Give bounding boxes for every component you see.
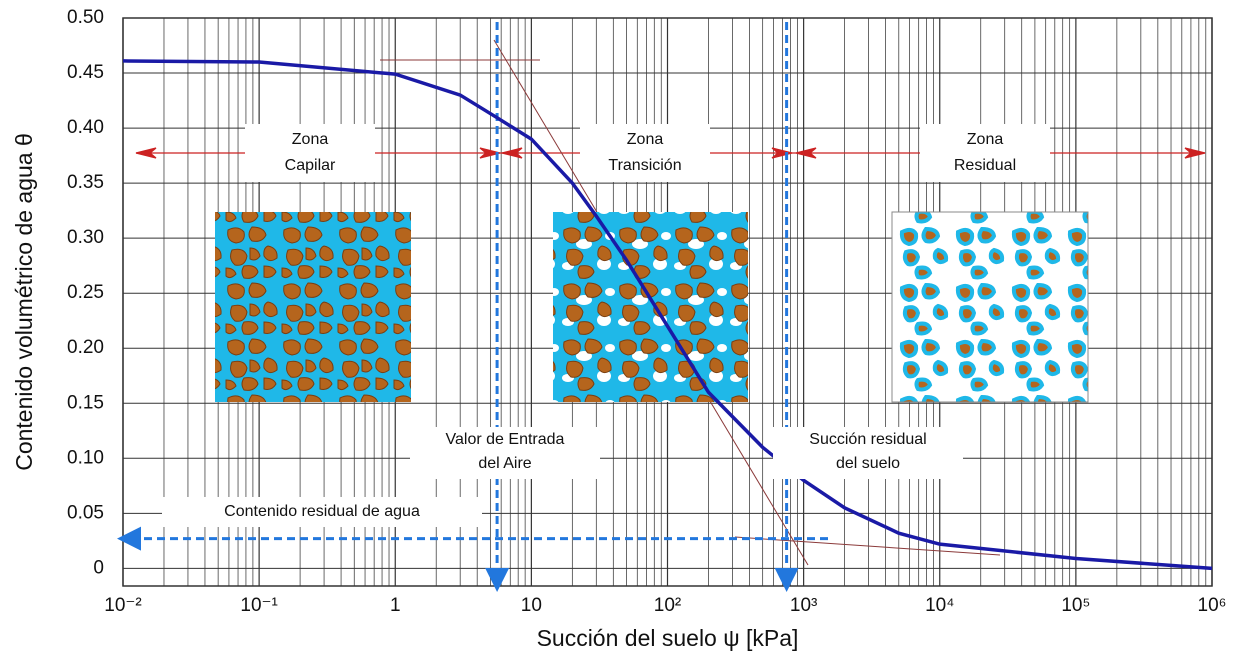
zone-label: Residual (954, 157, 1016, 174)
x-tick-label: 1 (390, 595, 401, 616)
y-tick-label: 0.10 (67, 447, 104, 468)
x-tick-label: 10 (521, 595, 542, 616)
y-tick-label: 0.45 (67, 62, 104, 83)
y-tick-label: 0.50 (67, 7, 104, 28)
x-tick-label: 10⁻¹ (240, 595, 278, 616)
zone-label: Transición (608, 157, 681, 174)
y-tick-label: 0.20 (67, 337, 104, 358)
y-tick-label: 0.30 (67, 227, 104, 248)
y-tick-label: 0.40 (67, 117, 104, 138)
x-tick-label: 10⁶ (1198, 595, 1227, 616)
soil-image (892, 212, 1088, 402)
zone-label: Zona (292, 131, 329, 148)
chart: 10⁻² 10⁻¹ 1 10 10² 10³ 10⁴ 10⁵ 10⁶ 0.50 0.45 0.40 0.… (0, 0, 1237, 657)
soil-image (553, 212, 748, 402)
zone-label: Zona (627, 131, 664, 148)
x-tick-label: 10⁴ (925, 595, 954, 616)
y-tick-label: 0.15 (67, 392, 104, 413)
zone-label: Zona (967, 131, 1004, 148)
y-tick-label: 0.35 (67, 172, 104, 193)
y-tick-label: 0 (93, 557, 104, 578)
y-axis-title: Contenido volumétrico de agua θ (11, 133, 37, 471)
soil-image (215, 212, 411, 402)
x-tick-label: 10² (654, 595, 681, 616)
y-tick-label: 0.05 (67, 502, 104, 523)
annotation: del Aire (478, 455, 531, 472)
annotation: del suelo (836, 455, 900, 472)
annotation: Valor de Entrada (446, 431, 565, 448)
x-axis-title: Succión del suelo ψ [kPa] (537, 625, 799, 651)
annotation: Succión residual (809, 431, 926, 448)
x-tick-label: 10³ (790, 595, 817, 616)
annotation: Contenido residual de agua (224, 503, 420, 520)
x-tick-label: 10⁵ (1061, 595, 1090, 616)
x-tick-label: 10⁻² (104, 595, 142, 616)
zone-label: Capilar (285, 157, 336, 174)
y-tick-label: 0.25 (67, 282, 104, 303)
